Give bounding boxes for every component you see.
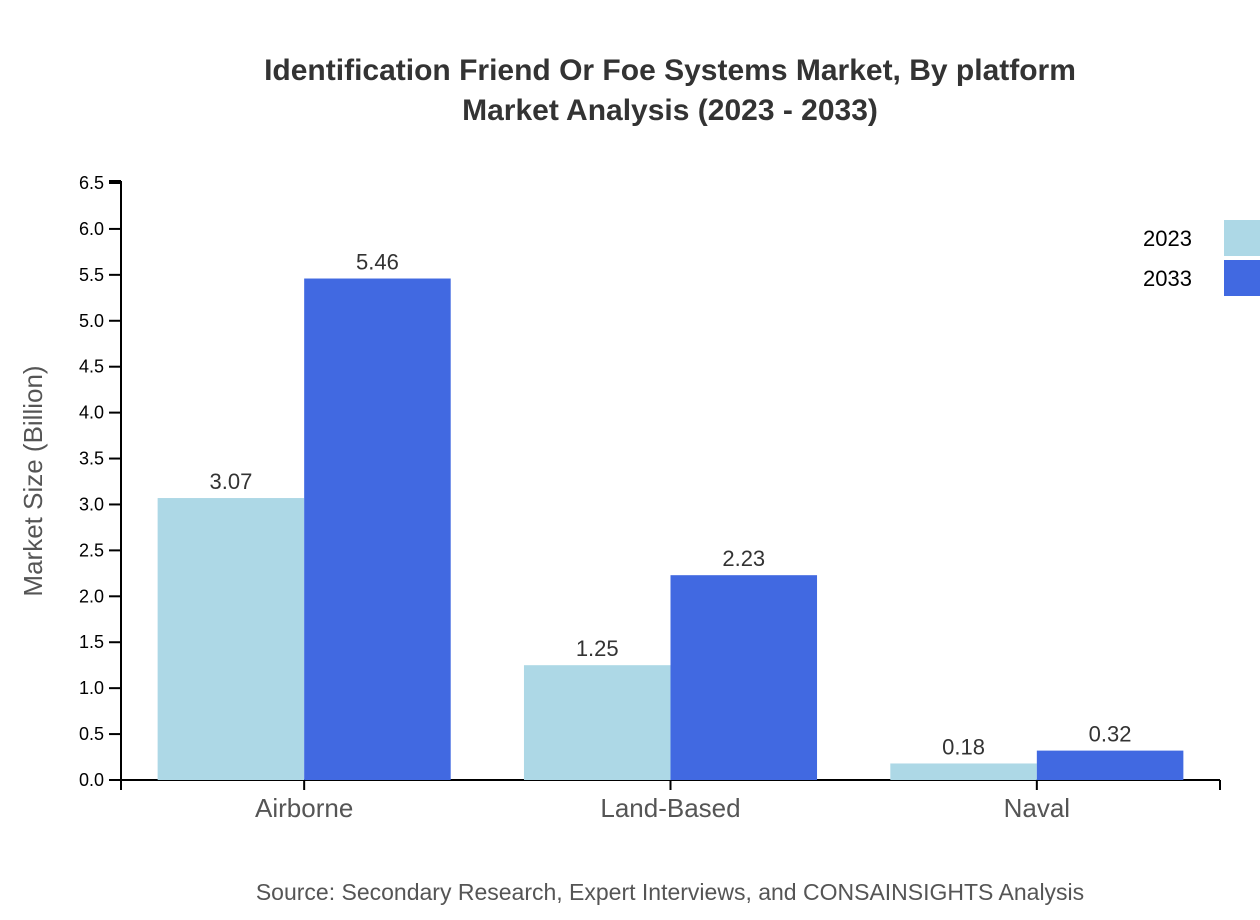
bar-2033-Land-Based [670, 575, 818, 780]
bar-2023-Naval [890, 763, 1037, 780]
y-tick-label: 3.5 [79, 449, 104, 469]
y-tick-label: 0.0 [79, 770, 104, 790]
y-tick-label: 6.0 [79, 219, 104, 239]
bar-data-label: 0.32 [1089, 722, 1132, 747]
bar-data-label: 1.25 [576, 636, 619, 661]
bars: 3.07 5.46 1.25 2.23 0.18 0.32 [157, 250, 1184, 780]
y-axis: 0.0 0.5 1.0 1.5 2.0 2.5 3.0 3.5 4.0 4.5 5.0 5.5 6.0 6… [79, 173, 122, 790]
bar-2033-Naval [1036, 750, 1184, 780]
y-tick-label: 4.5 [79, 357, 104, 377]
bar-2023-Airborne [157, 498, 305, 780]
x-tick-label: Airborne [255, 793, 353, 823]
bar-2023-Land-Based [523, 665, 671, 780]
legend-swatch-2033 [1224, 260, 1260, 296]
legend-swatch-2023 [1224, 220, 1260, 256]
y-tick-label: 5.0 [79, 311, 104, 331]
bar-data-label: 2.23 [722, 546, 765, 571]
legend-label: 2033 [1143, 266, 1192, 291]
y-tick-label: 1.0 [79, 678, 104, 698]
y-tick-label: 0.5 [79, 724, 104, 744]
x-axis: Airborne Land-Based Naval [120, 779, 1221, 823]
legend: 2023 2033 [1143, 220, 1260, 296]
y-axis-label: Market Size (Billion) [18, 365, 48, 596]
y-tick-label: 4.0 [79, 403, 104, 423]
bar-data-label: 5.46 [356, 250, 399, 275]
bar-2033-Airborne [304, 278, 451, 780]
y-tick-label: 1.5 [79, 632, 104, 652]
y-tick-label: 3.0 [79, 494, 104, 514]
x-tick-label: Naval [1004, 793, 1070, 823]
bar-data-label: 0.18 [942, 734, 985, 759]
legend-label: 2023 [1143, 226, 1192, 251]
bar-data-label: 3.07 [209, 469, 252, 494]
source-note: Source: Secondary Research, Expert Inter… [256, 879, 1084, 905]
chart-title: Identification Friend Or Foe Systems Mar… [264, 54, 1076, 87]
y-tick-label: 6.5 [79, 173, 104, 193]
y-tick-label: 5.5 [79, 265, 104, 285]
chart-subtitle: Market Analysis (2023 - 2033) [462, 94, 878, 127]
x-tick-label: Land-Based [600, 793, 740, 823]
y-tick-label: 2.5 [79, 540, 104, 560]
y-tick-label: 2.0 [79, 586, 104, 606]
